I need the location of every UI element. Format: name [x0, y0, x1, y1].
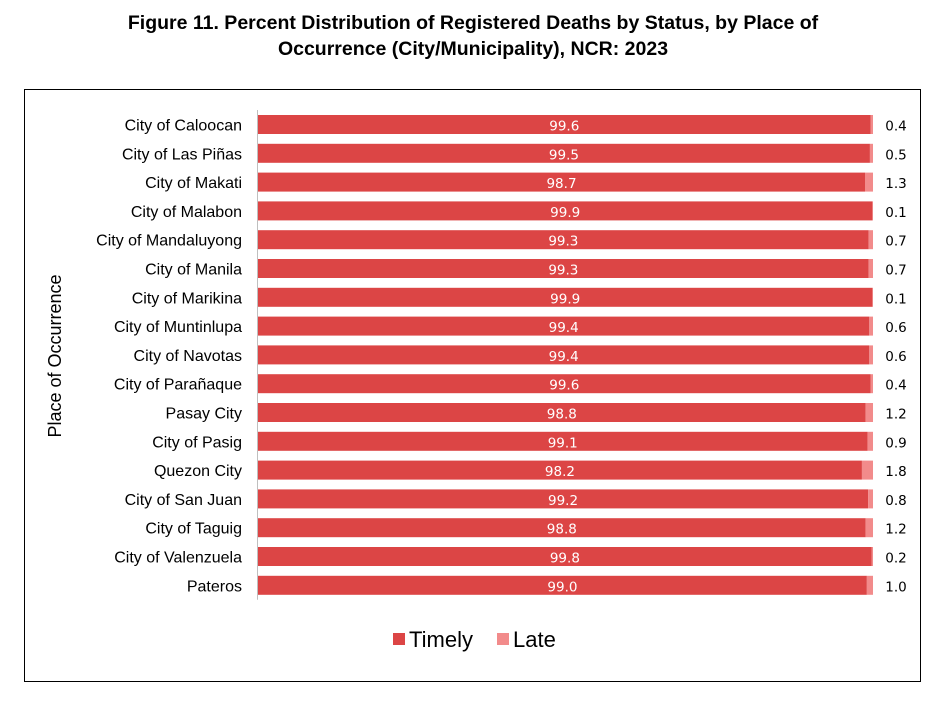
bar-late [872, 287, 873, 307]
data-label-timely: 99.1 [548, 435, 578, 451]
data-label-late: 0.7 [885, 263, 906, 279]
category-label: City of Caloocan [125, 118, 242, 135]
data-label-timely: 98.7 [546, 176, 576, 192]
bar-timely [258, 230, 869, 250]
bar-late [866, 575, 873, 595]
bar-timely [258, 374, 871, 394]
bar-late [861, 460, 873, 480]
bar-timely [258, 518, 866, 538]
chart-frame: City of Caloocan 99.6 0.4 City of Las Piñas… [24, 89, 921, 682]
data-label-late: 1.0 [885, 579, 906, 595]
bar-late [870, 374, 873, 394]
category-label: City of Parañaque [114, 377, 242, 394]
bar-timely [258, 547, 872, 566]
data-label-timely: 99.4 [549, 320, 579, 336]
bar-timely [258, 172, 866, 192]
category-label: City of Makati [145, 175, 242, 192]
bar-timely [258, 143, 870, 163]
category-label: City of Taguig [145, 521, 242, 538]
data-label-timely: 99.6 [549, 119, 579, 135]
bar-late [868, 230, 873, 250]
data-label-timely: 98.8 [547, 522, 577, 538]
data-label-late: 1.8 [885, 464, 906, 480]
data-label-late: 1.3 [885, 176, 906, 192]
bar-late [872, 201, 873, 221]
bar-timely [258, 575, 867, 595]
category-label: City of Malabon [131, 204, 242, 221]
bar-timely [258, 489, 869, 509]
chart-title-line-1: Figure 11. Percent Distribution of Regis… [127, 12, 819, 34]
category-label: City of Las Piñas [122, 146, 242, 163]
chart-title: Figure 11. Percent Distribution of Regis… [0, 10, 946, 62]
data-label-late: 0.8 [885, 493, 906, 509]
category-label: City of Manila [145, 262, 242, 279]
bar-late [865, 172, 873, 192]
data-label-late: 0.5 [885, 147, 906, 163]
chart-svg: City of Caloocan 99.6 0.4 City of Las Piñas… [45, 110, 907, 652]
data-label-timely: 99.9 [550, 291, 580, 307]
data-label-late: 0.7 [885, 234, 906, 250]
bar-timely [258, 259, 869, 278]
data-label-timely: 99.5 [549, 147, 579, 163]
bar-late [871, 547, 873, 566]
data-label-timely: 99.9 [550, 205, 580, 221]
category-label: City of San Juan [125, 492, 242, 509]
bar-late [865, 518, 873, 538]
legend-label-late: Late [513, 627, 556, 652]
data-label-timely: 99.0 [547, 579, 577, 595]
legend-swatch-timely [393, 633, 405, 645]
bar-timely [258, 431, 868, 451]
bar-late [867, 431, 873, 451]
legend-swatch-late [497, 633, 509, 645]
bar-late [868, 259, 873, 278]
bar-late [869, 316, 873, 336]
bar-timely [258, 403, 866, 422]
data-label-timely: 99.8 [550, 551, 580, 567]
data-label-late: 1.2 [885, 522, 906, 538]
bar-timely [258, 316, 870, 336]
data-label-timely: 99.3 [548, 263, 578, 279]
data-label-timely: 98.8 [547, 407, 577, 423]
data-label-late: 1.2 [885, 407, 906, 423]
chart-title-line-2: Occurrence (City/Municipality), NCR: 202… [277, 38, 669, 60]
legend-label-timely: Timely [409, 627, 473, 652]
bar-timely [258, 201, 873, 221]
category-label: City of Navotas [134, 348, 242, 365]
bar-late [869, 143, 873, 163]
data-label-timely: 98.2 [545, 464, 575, 480]
data-label-late: 0.9 [885, 435, 906, 451]
data-label-late: 0.1 [885, 205, 906, 221]
category-label: City of Mandaluyong [96, 233, 242, 250]
bar-late [869, 345, 873, 365]
data-label-timely: 99.3 [548, 234, 578, 250]
category-label: Quezon City [154, 463, 242, 480]
category-label: City of Marikina [132, 290, 242, 307]
data-label-late: 0.4 [885, 378, 906, 394]
bar-late [865, 403, 873, 422]
bar-late [868, 489, 873, 509]
y-axis-title: Place of Occurrence [45, 274, 65, 437]
bar-timely [258, 115, 871, 134]
data-label-late: 0.1 [885, 291, 906, 307]
data-label-late: 0.6 [885, 349, 906, 365]
bar-timely [258, 345, 870, 365]
bar-timely [258, 287, 873, 307]
category-label: City of Pasig [152, 434, 242, 451]
data-label-late: 0.4 [885, 119, 906, 135]
data-label-late: 0.6 [885, 320, 906, 336]
data-label-timely: 99.6 [549, 378, 579, 394]
bar-late [870, 115, 873, 134]
data-label-timely: 99.4 [549, 349, 579, 365]
category-label: City of Valenzuela [114, 550, 242, 567]
category-label: Pateros [187, 578, 242, 595]
category-label: City of Muntinlupa [114, 319, 242, 336]
bar-timely [258, 460, 862, 480]
data-label-timely: 99.2 [548, 493, 578, 509]
category-label: Pasay City [166, 406, 242, 423]
data-label-late: 0.2 [885, 551, 906, 567]
